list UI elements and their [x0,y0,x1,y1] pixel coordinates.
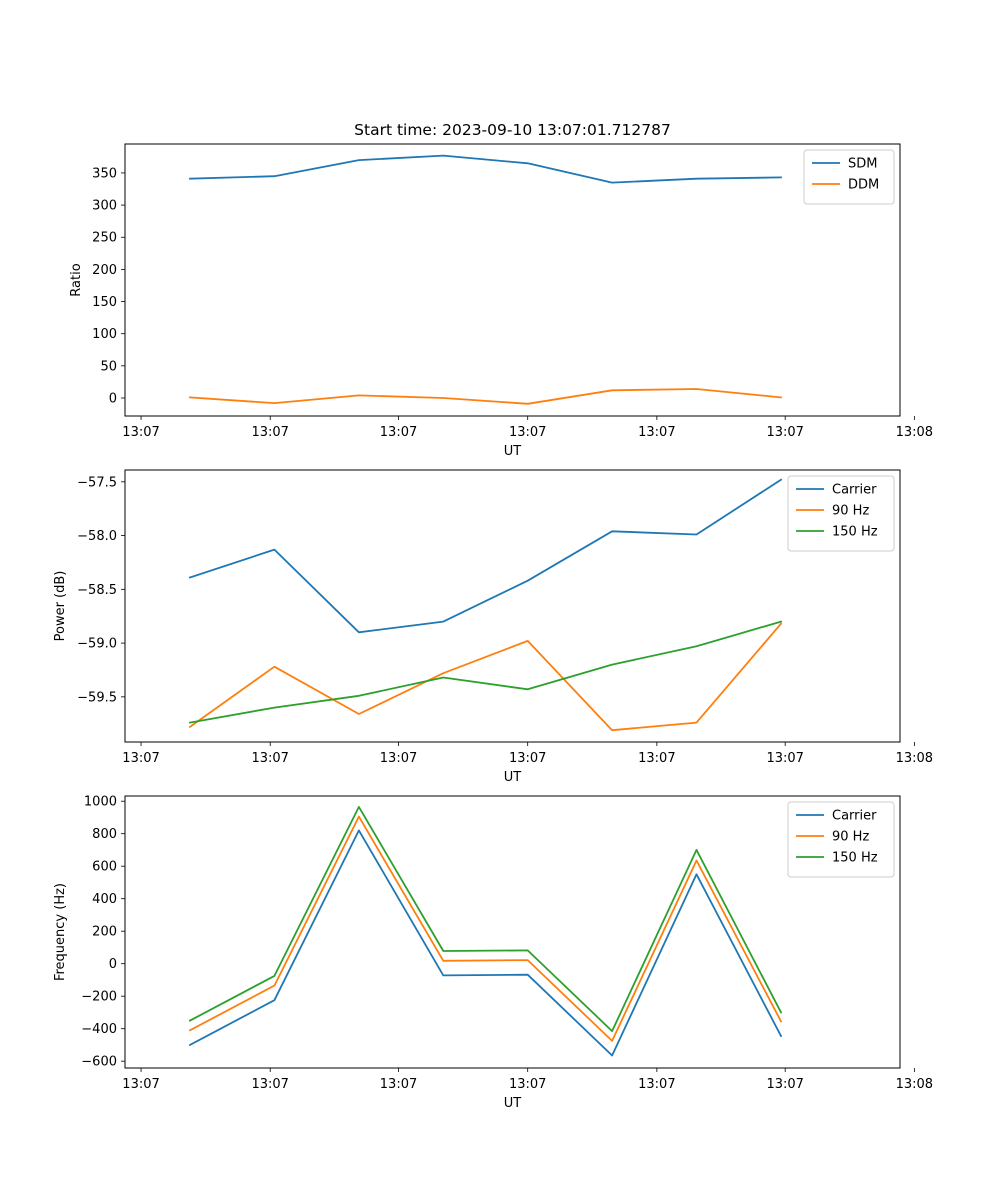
legend: Carrier 90 Hz 150 Hz [787,475,895,552]
x-tick-label: 13:07 [380,425,417,440]
legend-entry: Carrier [832,483,877,498]
chart-title: Start time: 2023-09-10 13:07:01.712787 [354,121,671,139]
y-tick-label: 350 [92,166,117,181]
y-tick-label: 50 [100,359,117,374]
y-tick-label: −200 [81,990,117,1005]
x-tick-label: 13:07 [766,1077,803,1092]
legend-entry: 90 Hz [832,504,869,519]
chart-panel-3: 13:07 13:07 13:07 13:07 13:07 13:07 13:08 −600 −… [53,795,933,1111]
x-tick-label: 13:07 [638,751,675,766]
x-tick-label: 13:07 [766,425,803,440]
x-tick-label: 13:07 [638,425,675,440]
legend-entry: SDM [848,157,877,172]
chart-panel-2: 13:07 13:07 13:07 13:07 13:07 13:07 13:08 −59.5… [53,469,933,785]
y-axis-label: Power (dB) [53,571,68,642]
y-tick-label: 1000 [84,795,117,810]
series-line-90-hz [188,622,783,732]
legend-box [787,475,895,552]
axes-frame [124,143,901,417]
legend-box [787,801,895,878]
series-line-carrier [188,829,783,1057]
series-line-150-hz [188,620,783,724]
x-tick-label: 13:07 [509,751,546,766]
x-tick-label: 13:07 [380,751,417,766]
y-tick-label: 250 [92,231,117,246]
x-tick-label: 13:07 [509,425,546,440]
x-tick-label: 13:07 [122,1077,159,1092]
x-tick-label: 13:08 [896,425,933,440]
y-tick-label: −59.0 [77,637,117,652]
x-tick-label: 13:07 [251,751,288,766]
x-tick-label: 13:07 [251,1077,288,1092]
x-axis-label: UT [504,770,522,785]
x-tick-label: 13:07 [509,1077,546,1092]
y-tick-label: 200 [92,263,117,278]
y-axis-label: Ratio [69,263,84,296]
x-tick-label: 13:08 [896,751,933,766]
x-tick-label: 13:07 [122,751,159,766]
legend-entry: 150 Hz [832,851,878,866]
y-tick-label: 600 [92,860,117,875]
axes-frame [124,795,901,1069]
y-tick-label: 0 [109,391,117,406]
y-tick-label: 300 [92,199,117,214]
series-line-carrier [188,478,783,634]
x-tick-label: 13:08 [896,1077,933,1092]
y-tick-label: 150 [92,295,117,310]
y-axis-label: Frequency (Hz) [53,883,68,981]
x-tick-label: 13:07 [251,425,288,440]
legend: SDM DDM [803,149,895,205]
y-tick-label: 100 [92,327,117,342]
y-tick-label: 400 [92,892,117,907]
series-line-ddm [189,388,782,405]
y-tick-label: −400 [81,1022,117,1037]
y-tick-label: 0 [109,957,117,972]
y-tick-label: −600 [81,1055,117,1070]
series-line-sdm [189,154,782,184]
chart-panel-1: 13:07 13:07 13:07 13:07 13:07 13:07 13:08 0 50 10… [69,121,933,459]
x-axis-label: UT [504,444,522,459]
legend-entry: Carrier [832,809,877,824]
legend-entry: 90 Hz [832,830,869,845]
y-tick-label: 800 [92,827,117,842]
y-tick-label: −58.0 [77,529,117,544]
x-tick-label: 13:07 [380,1077,417,1092]
x-tick-label: 13:07 [122,425,159,440]
axes-frame [124,469,901,743]
y-tick-label: −58.5 [77,583,117,598]
x-tick-label: 13:07 [766,751,803,766]
legend-entry: 150 Hz [832,525,878,540]
legend: Carrier 90 Hz 150 Hz [787,801,895,878]
legend-entry: DDM [848,178,879,193]
x-axis-label: UT [504,1096,522,1111]
series-line-90-hz [188,815,783,1042]
series-line-150-hz [188,806,783,1032]
y-tick-label: 200 [92,925,117,940]
y-tick-label: −57.5 [77,475,117,490]
y-tick-label: −59.5 [77,690,117,705]
x-tick-label: 13:07 [638,1077,675,1092]
